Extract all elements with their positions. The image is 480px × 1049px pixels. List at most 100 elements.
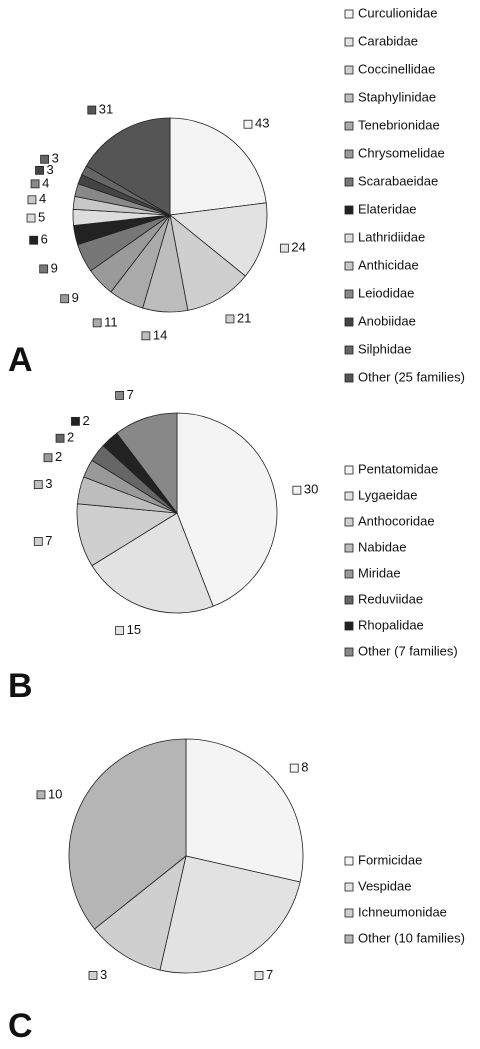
data-label-marker	[40, 154, 50, 164]
data-label-marker	[243, 119, 253, 129]
data-label-marker	[60, 294, 70, 304]
legend-marker	[344, 37, 354, 47]
panel-label: B	[8, 667, 33, 705]
data-label: 4	[42, 175, 49, 190]
pie-slice	[169, 202, 268, 277]
legend-marker	[344, 121, 354, 131]
legend-label: Coccinellidae	[358, 61, 435, 76]
data-label-marker	[115, 391, 124, 400]
legend-marker	[344, 317, 354, 327]
data-label: 4	[39, 191, 46, 206]
data-label-marker	[36, 790, 46, 800]
data-label: 7	[45, 533, 52, 548]
data-label-marker	[71, 416, 80, 426]
legend-label: Other (10 families)	[358, 930, 465, 945]
data-label-marker	[39, 264, 49, 274]
legend-label: Chrysomelidae	[358, 145, 445, 160]
data-label: 5	[38, 209, 45, 224]
data-label-marker	[225, 314, 235, 324]
panel-label: A	[8, 341, 33, 379]
data-label: 2	[55, 449, 62, 464]
legend-label: Nabidae	[358, 539, 406, 554]
data-label-marker	[26, 213, 36, 223]
data-label-marker	[43, 453, 53, 463]
legend-marker	[344, 543, 354, 553]
legend-label: Miridae	[358, 565, 401, 580]
data-label: 7	[266, 967, 273, 982]
legend-marker	[344, 373, 354, 383]
data-label: 10	[48, 786, 62, 801]
data-label-marker	[33, 536, 43, 546]
legend-marker	[344, 856, 354, 866]
legend-label: Scarabaeidae	[358, 173, 438, 188]
data-label-marker	[92, 318, 102, 328]
data-label: 43	[255, 116, 269, 131]
data-label: 8	[301, 760, 308, 775]
data-label-marker	[55, 433, 65, 443]
data-label: 15	[127, 622, 141, 637]
data-label-marker	[35, 165, 44, 175]
legend-label: Pentatomidae	[358, 461, 438, 476]
legend-label: Formicidae	[358, 852, 422, 867]
legend-marker	[344, 934, 354, 944]
data-label: 6	[41, 232, 48, 247]
legend-marker	[344, 908, 354, 918]
legend-label: Anobiidae	[358, 313, 416, 328]
legend-label: Tenebrionidae	[358, 117, 440, 132]
data-label-marker	[141, 331, 151, 341]
legend-label: Curculionidae	[358, 5, 438, 20]
pie-slice	[169, 117, 267, 216]
legend-marker	[344, 647, 354, 657]
data-label: 2	[67, 430, 74, 445]
pie-slice	[185, 738, 304, 883]
data-label-marker	[87, 105, 97, 115]
data-label-marker	[289, 763, 299, 773]
data-label: 30	[304, 482, 318, 497]
legend-label: Lathridiidae	[358, 229, 425, 244]
pie-slice	[91, 512, 214, 614]
pie-slice	[93, 854, 187, 971]
legend-marker	[344, 9, 354, 19]
data-label: 21	[237, 310, 251, 325]
data-label-marker	[279, 243, 289, 253]
legend-marker	[344, 65, 354, 75]
data-label: 9	[72, 290, 79, 305]
data-label-marker	[30, 179, 40, 189]
legend-label: Vespidae	[358, 878, 412, 893]
legend-label: Anthicidae	[358, 257, 419, 272]
data-label-marker	[29, 235, 39, 245]
legend-label: Other (7 families)	[358, 643, 458, 658]
legend-marker	[344, 595, 354, 605]
pie-slice	[176, 412, 278, 607]
data-label: 9	[51, 260, 58, 275]
legend-label: Carabidae	[358, 33, 418, 48]
data-label-marker	[115, 626, 124, 635]
legend-marker	[344, 621, 354, 631]
legend-label: Silphidae	[358, 341, 412, 356]
legend-label: Reduviidae	[358, 591, 423, 606]
legend-marker	[344, 517, 354, 527]
data-label: 7	[127, 387, 134, 402]
data-label: 2	[82, 413, 89, 428]
legend-label: Rhopalidae	[358, 617, 424, 632]
legend-label: Staphylinidae	[358, 89, 436, 104]
legend-marker	[344, 569, 354, 579]
data-label-marker	[88, 970, 98, 980]
legend-marker	[344, 93, 354, 103]
legend-label: Anthocoridae	[358, 513, 435, 528]
data-label-marker	[33, 480, 43, 490]
legend-marker	[344, 345, 354, 355]
legend-label: Lygaeidae	[358, 487, 418, 502]
legend-marker	[344, 205, 354, 215]
legend-marker	[344, 491, 354, 501]
data-label: 3	[45, 476, 52, 491]
data-label: 24	[291, 240, 305, 255]
legend-label: Elateridae	[358, 201, 417, 216]
legend-label: Ichneumonidae	[358, 904, 447, 919]
pie-slice	[169, 214, 246, 311]
legend-label: Other (25 families)	[358, 369, 465, 384]
data-label: 3	[100, 967, 107, 982]
pie-slice	[68, 738, 187, 930]
legend-marker	[344, 177, 354, 187]
